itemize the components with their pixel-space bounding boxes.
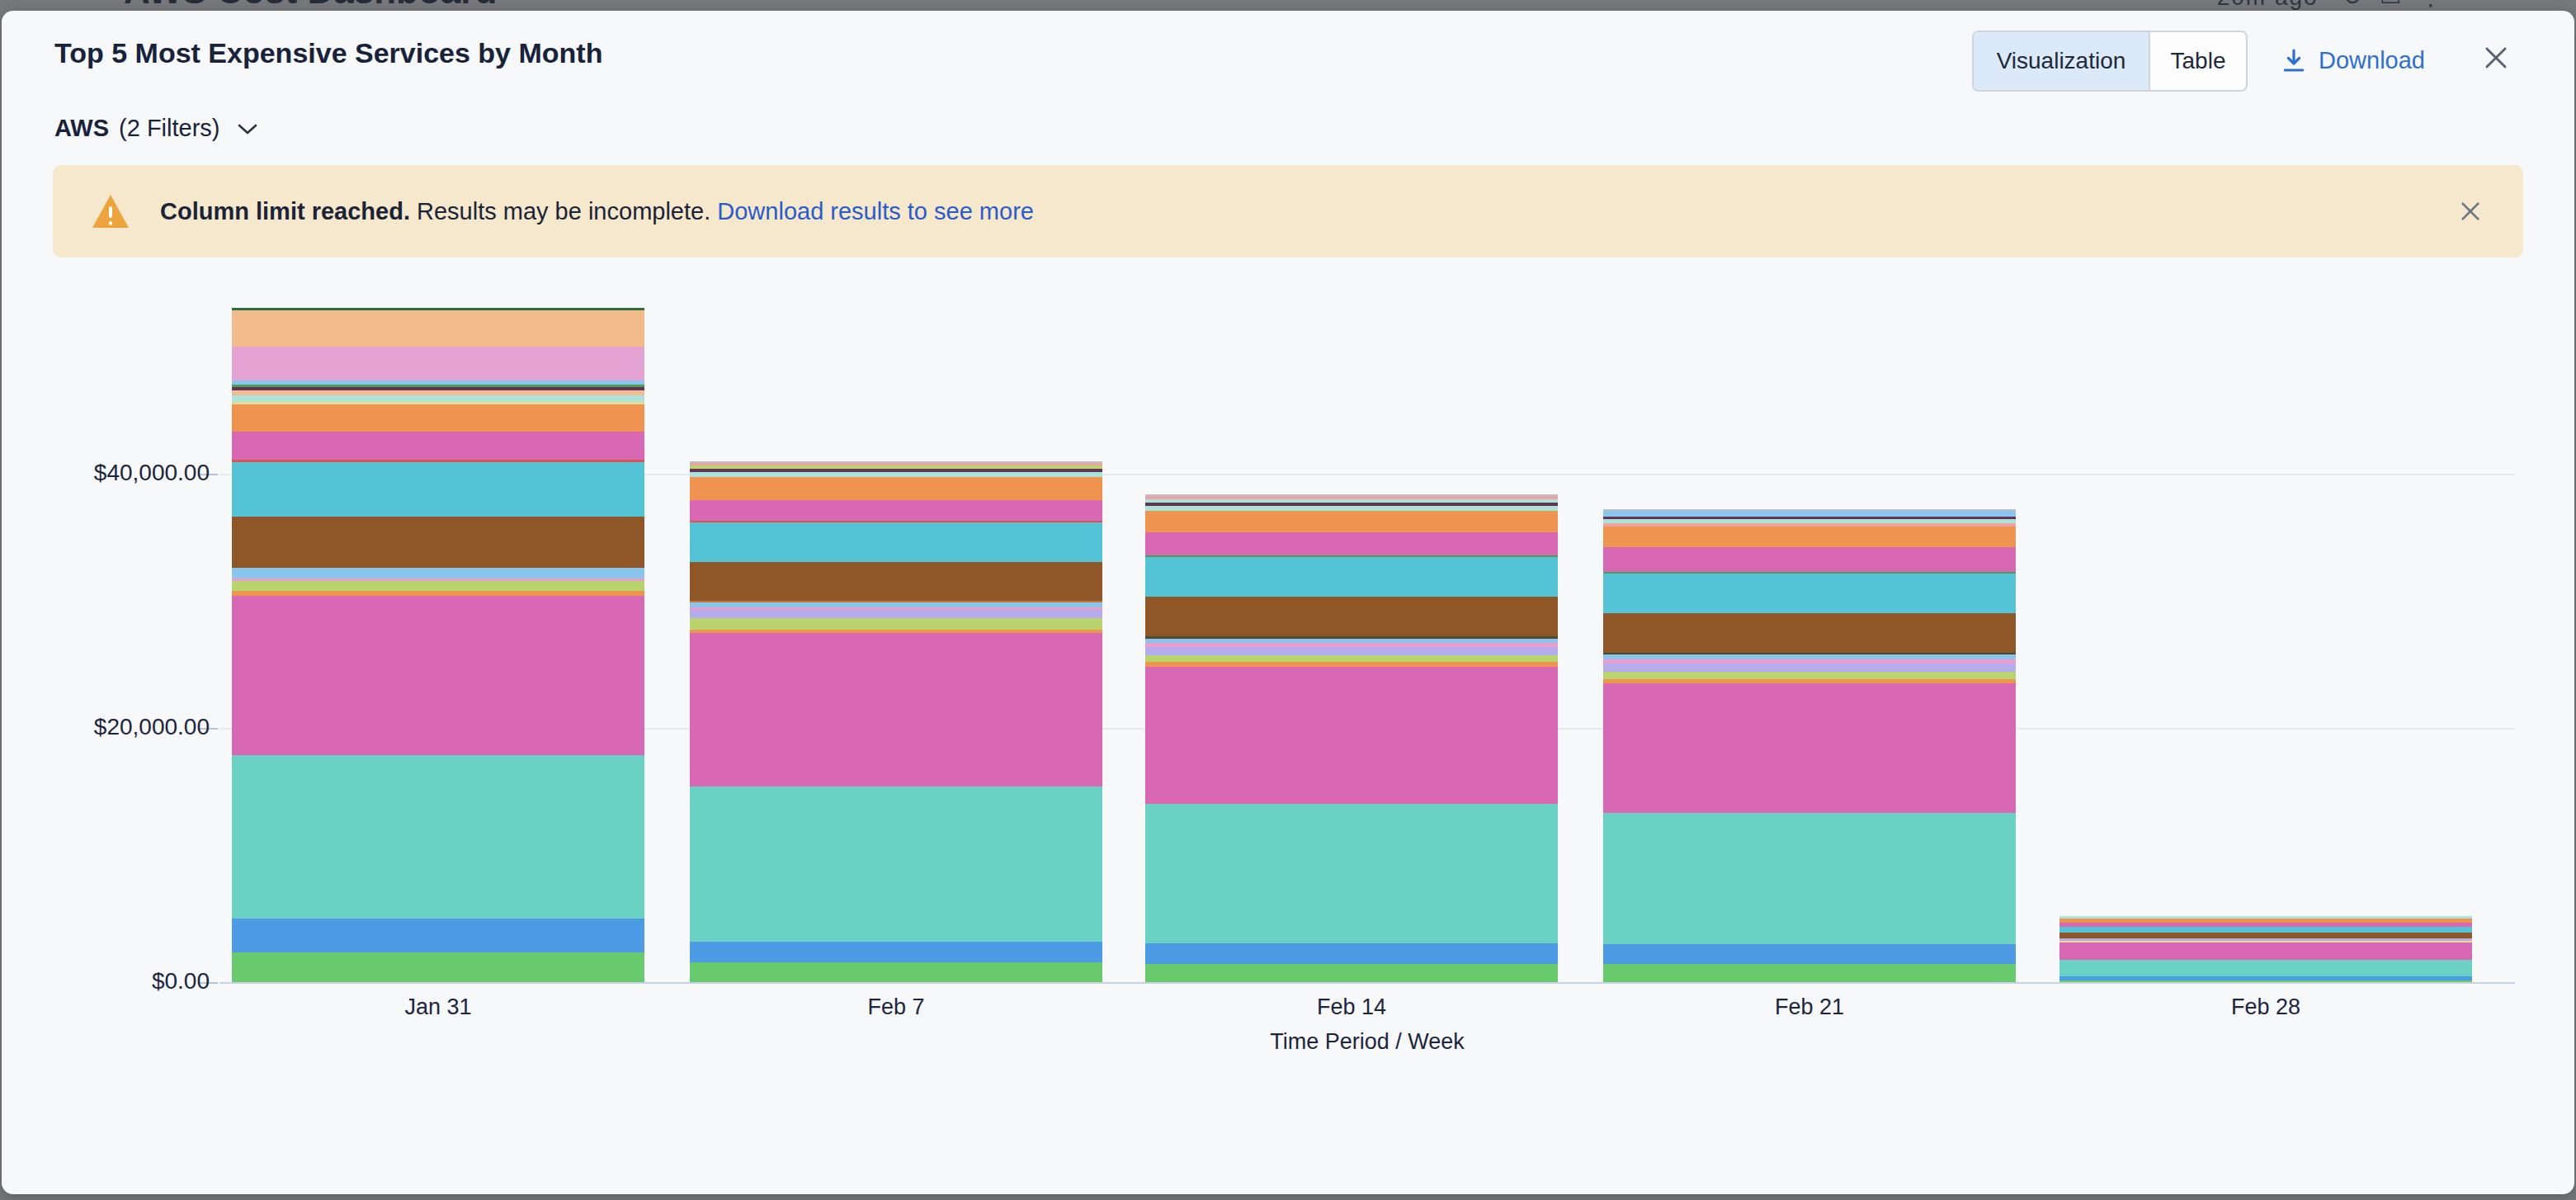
chart-card: Top 5 Most Expensive Services by Month V… xyxy=(2,11,2574,1194)
bar-feb-14[interactable] xyxy=(1145,494,1558,982)
bar-segment[interactable] xyxy=(1603,672,2016,679)
bar-segment[interactable] xyxy=(1145,667,1558,804)
bar-segment[interactable] xyxy=(1603,574,2016,613)
bar-segment[interactable] xyxy=(690,962,1102,982)
bar-segment[interactable] xyxy=(690,633,1102,787)
bar-segment[interactable] xyxy=(232,310,644,347)
bar-segment[interactable] xyxy=(232,755,644,919)
background-page-title: AWS Cost Dashboard xyxy=(124,0,497,11)
x-axis-label: Feb 21 xyxy=(1603,994,2016,1020)
y-axis-label: $20,000.00 xyxy=(20,714,210,740)
background-toolbar: 20m ago ↻ ▭ ⋮ xyxy=(2217,0,2444,11)
x-axis-label: Feb 28 xyxy=(2059,994,2472,1020)
bar-segment[interactable] xyxy=(1145,597,1558,636)
x-axis-label: Jan 31 xyxy=(232,994,644,1020)
background-timestamp: 20m ago xyxy=(2217,0,2319,10)
bar-segment[interactable] xyxy=(232,517,644,568)
y-axis-label: $40,000.00 xyxy=(20,460,210,486)
bar-segment[interactable] xyxy=(1603,964,2016,982)
bar-feb-7[interactable] xyxy=(690,461,1102,982)
bar-segment[interactable] xyxy=(1145,647,1558,655)
bar-feb-21[interactable] xyxy=(1603,508,2016,982)
x-axis-label: Feb 7 xyxy=(690,994,1102,1020)
bar-segment[interactable] xyxy=(1145,964,1558,982)
bar-segment[interactable] xyxy=(1145,557,1558,597)
bar-segment[interactable] xyxy=(1145,943,1558,964)
x-axis-label: Feb 14 xyxy=(1145,994,1558,1020)
bar-segment[interactable] xyxy=(232,568,644,579)
bar-segment[interactable] xyxy=(1603,613,2016,653)
bar-segment[interactable] xyxy=(690,500,1102,521)
bar-segment[interactable] xyxy=(232,581,644,591)
bar-segment[interactable] xyxy=(1145,655,1558,662)
bar-segment[interactable] xyxy=(232,395,644,402)
bar-segment[interactable] xyxy=(1603,547,2016,572)
bar-segment[interactable] xyxy=(1145,511,1558,532)
bar-segment[interactable] xyxy=(1145,804,1558,943)
y-axis-label: $0.00 xyxy=(20,968,210,994)
bar-feb-28[interactable] xyxy=(2059,916,2472,982)
dimmed-page-header: AWS Cost Dashboard 20m ago ↻ ▭ ⋮ xyxy=(0,0,2576,11)
bar-segment[interactable] xyxy=(232,432,644,460)
x-axis-title: Time Period / Week xyxy=(1270,1029,1465,1055)
bar-segment[interactable] xyxy=(232,919,644,952)
bar-segment[interactable] xyxy=(690,522,1102,562)
bar-jan-31[interactable] xyxy=(232,308,644,982)
bar-segment[interactable] xyxy=(232,404,644,432)
bar-segment[interactable] xyxy=(232,347,644,380)
stacked-bar-chart: $0.00 $20,000.00 $40,000.00 Jan 31 Feb 7 Feb … xyxy=(2,11,2574,1194)
bar-segment[interactable] xyxy=(2059,960,2472,976)
bar-segment[interactable] xyxy=(232,952,644,982)
bar-segment[interactable] xyxy=(690,787,1102,942)
bar-segment[interactable] xyxy=(232,596,644,755)
bar-segment[interactable] xyxy=(1603,813,2016,944)
bar-segment[interactable] xyxy=(690,610,1102,618)
bar-segment[interactable] xyxy=(2059,943,2472,960)
bar-segment[interactable] xyxy=(1603,944,2016,964)
bar-segment[interactable] xyxy=(1603,511,2016,517)
x-axis-line xyxy=(219,982,2515,984)
bar-segment[interactable] xyxy=(2059,933,2472,938)
bar-segment[interactable] xyxy=(690,562,1102,601)
bar-segment[interactable] xyxy=(2059,927,2472,933)
bar-segment[interactable] xyxy=(690,477,1102,499)
bar-segment[interactable] xyxy=(1603,527,2016,547)
bar-segment[interactable] xyxy=(232,462,644,516)
bar-segment[interactable] xyxy=(690,618,1102,630)
bar-segment[interactable] xyxy=(1603,683,2016,813)
bar-segment[interactable] xyxy=(690,942,1102,962)
bar-segment[interactable] xyxy=(1603,664,2016,672)
bar-segment[interactable] xyxy=(1145,532,1558,555)
